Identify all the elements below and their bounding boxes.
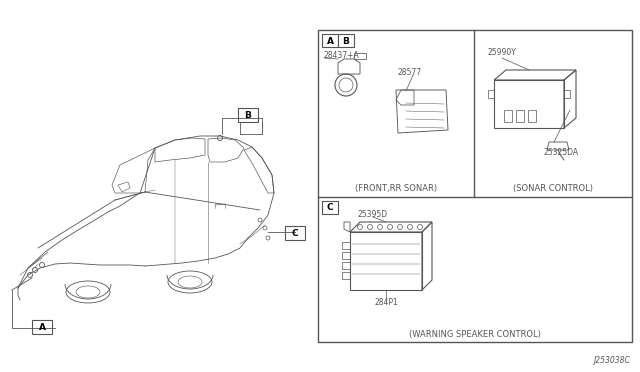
Text: A: A	[326, 36, 333, 45]
Bar	[338, 34, 354, 47]
Bar	[504, 110, 512, 122]
Text: C: C	[292, 230, 298, 238]
Bar	[350, 232, 422, 290]
Text: 28577: 28577	[398, 68, 422, 77]
Text: (SONAR CONTROL): (SONAR CONTROL)	[513, 185, 593, 193]
Text: 25395D: 25395D	[358, 210, 388, 219]
Bar	[488, 90, 494, 98]
Text: J253038C: J253038C	[593, 356, 630, 365]
Bar	[516, 110, 524, 122]
Text: 284P1: 284P1	[374, 298, 398, 307]
Text: 25990Y: 25990Y	[488, 48, 516, 57]
Bar	[528, 110, 536, 122]
Text: (WARNING SPEAKER CONTROL): (WARNING SPEAKER CONTROL)	[409, 330, 541, 339]
Text: 28437+A: 28437+A	[324, 51, 360, 60]
Text: 25325DA: 25325DA	[544, 148, 579, 157]
Bar	[342, 242, 350, 249]
Text: C: C	[326, 203, 333, 212]
Bar	[342, 272, 350, 279]
Text: B: B	[342, 36, 349, 45]
Text: B: B	[244, 112, 252, 121]
Bar	[285, 226, 305, 240]
Bar	[322, 34, 338, 47]
Bar	[238, 108, 258, 122]
Bar	[564, 90, 570, 98]
Bar	[342, 262, 350, 269]
Text: (FRONT,RR SONAR): (FRONT,RR SONAR)	[355, 185, 437, 193]
Bar	[318, 30, 632, 342]
Bar	[322, 201, 338, 214]
Bar	[32, 320, 52, 334]
Bar	[494, 80, 564, 128]
Bar	[342, 252, 350, 259]
Text: A: A	[38, 324, 45, 333]
